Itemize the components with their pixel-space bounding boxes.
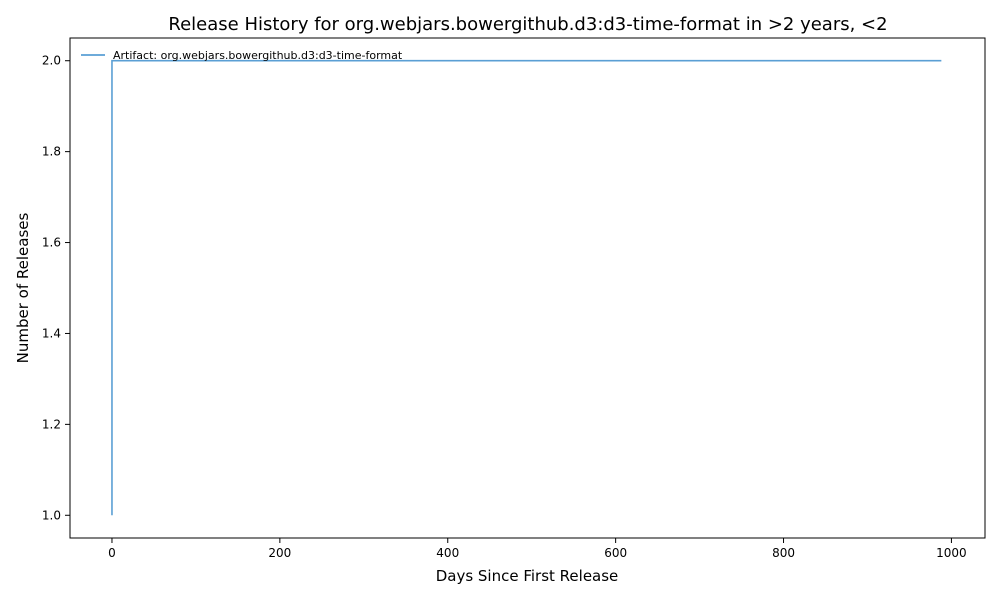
x-tick-label: 1000 [936, 546, 967, 560]
legend: Artifact: org.webjars.bowergithub.d3:d3-… [81, 49, 403, 62]
x-tick-label: 400 [436, 546, 459, 560]
plot-frame [69, 37, 986, 539]
x-tick-label: 0 [108, 546, 116, 560]
y-axis-label: Number of Releases [14, 212, 32, 363]
y-tick-label: 1.8 [42, 145, 61, 159]
x-tick-label: 200 [268, 546, 291, 560]
series-line [111, 59, 942, 516]
y-tick-label: 1.4 [42, 326, 61, 340]
y-tick-label: 2.0 [42, 54, 61, 68]
series-layer [111, 59, 942, 516]
chart-title: Release History for org.webjars.bowergit… [168, 14, 887, 35]
x-tick-label: 600 [604, 546, 627, 560]
x-tick-label: 800 [772, 546, 795, 560]
y-tick-label: 1.6 [42, 236, 61, 250]
legend-label: Artifact: org.webjars.bowergithub.d3:d3-… [113, 49, 403, 62]
y-axis-ticks: 1.0 1.2 1.4 1.6 1.8 2.0 [42, 54, 70, 522]
x-axis-ticks: 0 200 400 600 800 1000 [108, 538, 967, 560]
x-axis-label: Days Since First Release [436, 567, 619, 585]
y-tick-label: 1.0 [42, 508, 61, 522]
y-tick-label: 1.2 [42, 417, 61, 431]
